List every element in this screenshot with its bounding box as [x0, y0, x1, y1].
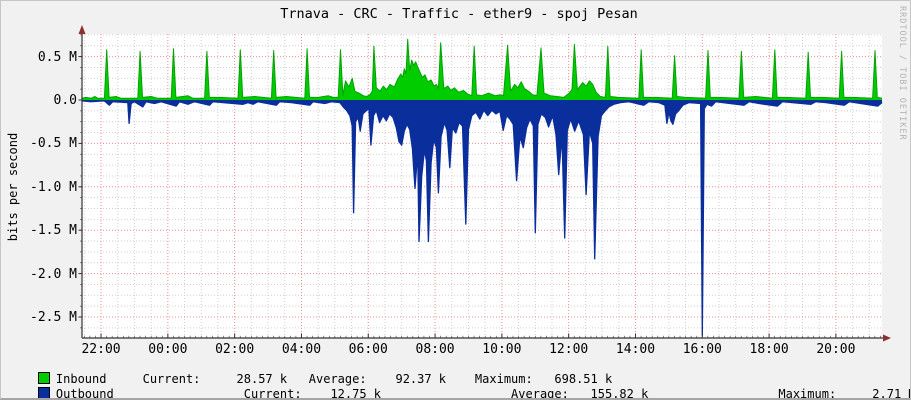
graph-title: Trnava - CRC - Traffic - ether9 - spoj P… — [280, 6, 638, 22]
y-tick-label: -2.0 M — [30, 266, 77, 282]
x-tick-label: 08:00 — [415, 342, 455, 357]
rrdtool-watermark: RRDTOOL / TOBI OETIKER — [897, 6, 907, 141]
x-tick-label: 22:00 — [81, 342, 121, 357]
x-tick-label: 04:00 — [281, 342, 322, 357]
x-tick-label: 06:00 — [348, 342, 388, 357]
legend-row-inbound: Inbound Current: 28.57 k Average: 92.37 … — [9, 359, 613, 398]
y-tick-label: -0.5 M — [30, 136, 77, 152]
y-tick-label: -2.5 M — [30, 310, 77, 325]
legend-row-outbound: Outbound Current: 12.75 k Average: 155.8… — [9, 374, 911, 400]
inbound-legend-text: Inbound Current: 28.57 k Average: 92.37 … — [55, 372, 613, 386]
outbound-legend-swatch — [37, 387, 50, 398]
y-tick-label: 0.0 — [53, 93, 77, 108]
y-tick-label: 0.5 M — [37, 49, 77, 65]
outbound-legend-text: Outbound Current: 12.75 k Average: 155.8… — [55, 387, 911, 400]
x-tick-label: 00:00 — [148, 342, 188, 357]
x-tick-label: 18:00 — [749, 342, 789, 357]
inbound-legend-swatch — [37, 372, 50, 384]
x-tick-label: 16:00 — [682, 342, 722, 357]
x-tick-label: 10:00 — [482, 342, 522, 357]
y-tick-label: -1.5 M — [30, 223, 77, 239]
x-tick-label: 12:00 — [549, 342, 589, 357]
x-tick-label: 02:00 — [215, 342, 255, 357]
x-tick-label: 20:00 — [816, 342, 856, 357]
x-tick-label: 14:00 — [615, 342, 656, 357]
y-tick-label: -1.0 M — [30, 179, 77, 195]
